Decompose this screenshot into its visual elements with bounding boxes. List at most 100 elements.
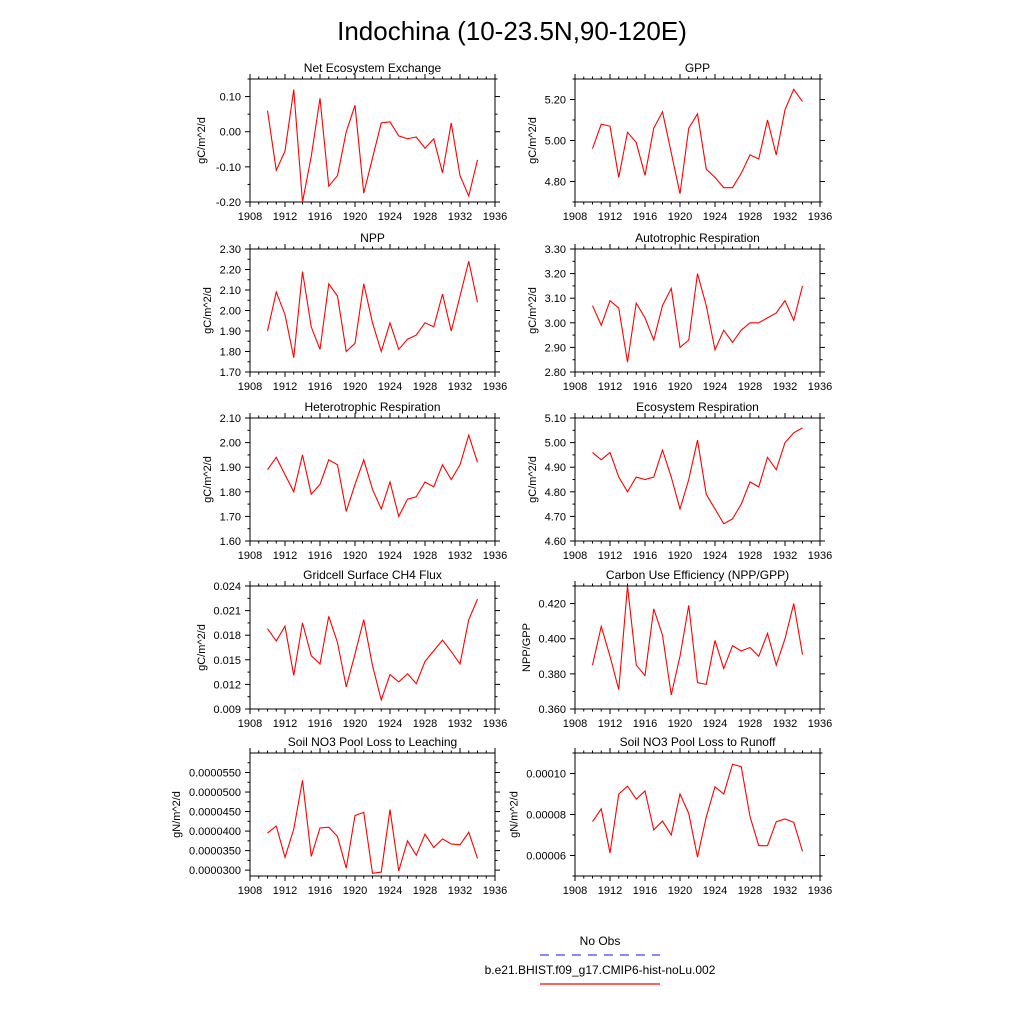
y-axis-label: gC/m^2/d xyxy=(527,287,539,334)
panel-title: Autotrophic Respiration xyxy=(635,231,760,245)
y-tick-label: 0.00 xyxy=(220,127,241,139)
panel-title: Soil NO3 Pool Loss to Runoff xyxy=(620,735,777,749)
y-tick-label: 1.90 xyxy=(220,326,241,338)
x-tick-label: 1920 xyxy=(343,550,367,562)
x-tick-label: 1920 xyxy=(343,885,367,897)
panel-gpp: GPP 1908 1912 1916 1920 1924 1928 1932 1936 4.80 5… xyxy=(527,61,832,223)
series-line xyxy=(267,433,479,518)
plot-frame xyxy=(249,585,496,710)
x-tick-label: 1912 xyxy=(273,718,297,730)
x-tick-label: 1908 xyxy=(238,718,262,730)
x-tick-label: 1920 xyxy=(668,381,692,393)
x-tick-label: 1916 xyxy=(633,718,657,730)
y-tick-label: 0.021 xyxy=(213,606,241,618)
x-tick-label: 1932 xyxy=(448,550,472,562)
x-tick-label: 1924 xyxy=(703,381,727,393)
panel-title: GPP xyxy=(685,61,710,75)
y-tick-label: 0.0000300 xyxy=(189,865,241,877)
y-axis-label: gC/m^2/d xyxy=(202,287,214,334)
x-tick-label: 1932 xyxy=(773,885,797,897)
x-tick-label: 1936 xyxy=(808,211,832,223)
x-tick-label: 1932 xyxy=(448,885,472,897)
x-tick-label: 1920 xyxy=(668,718,692,730)
x-tick-label: 1908 xyxy=(563,211,587,223)
series-line xyxy=(592,427,803,525)
y-tick-label: 0.009 xyxy=(213,704,241,716)
x-tick-label: 1908 xyxy=(238,550,262,562)
y-tick-label: 0.012 xyxy=(213,679,241,691)
x-tick-label: 1932 xyxy=(448,211,472,223)
x-tick-label: 1936 xyxy=(808,381,832,393)
panel-net-ecosystem-exchange: Net Ecosystem Exchange 1908 1912 1916 1920 19… xyxy=(196,61,507,223)
y-tick-label: 2.00 xyxy=(220,306,241,318)
x-tick-label: 1924 xyxy=(703,211,727,223)
y-tick-label: 1.90 xyxy=(220,462,241,474)
y-tick-label: 5.00 xyxy=(545,136,566,148)
x-tick-label: 1928 xyxy=(738,718,762,730)
x-tick-label: 1928 xyxy=(413,885,437,897)
plot-frame xyxy=(249,752,496,877)
y-axis-label: gC/m^2/d xyxy=(196,624,208,671)
panel-title: Net Ecosystem Exchange xyxy=(304,61,442,75)
panel-title: Soil NO3 Pool Loss to Leaching xyxy=(288,735,457,749)
figure-title: Indochina (10-23.5N,90-120E) xyxy=(337,16,687,46)
panel-soil-no3-pool-loss-to-leaching: Soil NO3 Pool Loss to Leaching 1908 1912 19… xyxy=(171,735,507,897)
x-tick-label: 1932 xyxy=(448,381,472,393)
plot-frame xyxy=(574,417,821,542)
x-tick-label: 1928 xyxy=(738,211,762,223)
x-tick-label: 1912 xyxy=(273,211,297,223)
y-tick-label: 3.30 xyxy=(545,244,566,256)
plot-frame xyxy=(574,248,821,373)
panel-title: Carbon Use Efficiency (NPP/GPP) xyxy=(606,568,789,582)
panel-ecosystem-respiration: Ecosystem Respiration 1908 1912 1916 1920 192… xyxy=(527,400,832,562)
y-axis-label: gN/m^2/d xyxy=(509,791,521,838)
x-tick-label: 1916 xyxy=(308,718,332,730)
x-tick-label: 1916 xyxy=(633,211,657,223)
y-tick-label: 0.024 xyxy=(213,581,241,593)
x-tick-label: 1908 xyxy=(563,381,587,393)
y-tick-label: 2.20 xyxy=(220,265,241,277)
x-tick-label: 1916 xyxy=(308,550,332,562)
x-tick-label: 1920 xyxy=(343,381,367,393)
x-tick-label: 1912 xyxy=(598,550,622,562)
y-tick-label: 4.80 xyxy=(545,487,566,499)
x-tick-label: 1912 xyxy=(598,885,622,897)
y-tick-label: 2.30 xyxy=(220,244,241,256)
panel-title: Heterotrophic Respiration xyxy=(304,400,440,414)
x-tick-label: 1920 xyxy=(343,211,367,223)
y-tick-label: 0.360 xyxy=(538,704,566,716)
series-line xyxy=(266,89,479,203)
y-tick-label: -0.20 xyxy=(216,197,241,209)
y-tick-label: 4.60 xyxy=(545,536,566,548)
x-tick-label: 1924 xyxy=(703,718,727,730)
panel-title: NPP xyxy=(360,231,385,245)
x-tick-label: 1932 xyxy=(773,211,797,223)
x-tick-label: 1924 xyxy=(703,885,727,897)
x-tick-label: 1912 xyxy=(273,550,297,562)
panel-title: Ecosystem Respiration xyxy=(636,400,759,414)
y-tick-label: 3.00 xyxy=(545,318,566,330)
x-tick-label: 1932 xyxy=(448,718,472,730)
y-tick-label: 3.20 xyxy=(545,269,566,281)
y-tick-label: 2.80 xyxy=(545,367,566,379)
x-tick-label: 1928 xyxy=(738,381,762,393)
x-tick-label: 1928 xyxy=(413,211,437,223)
x-tick-label: 1936 xyxy=(483,885,507,897)
x-tick-label: 1908 xyxy=(238,885,262,897)
x-tick-label: 1908 xyxy=(238,381,262,393)
x-tick-label: 1908 xyxy=(563,885,587,897)
y-tick-label: 0.018 xyxy=(213,630,241,642)
y-tick-label: 2.90 xyxy=(545,342,566,354)
y-tick-label: 0.0000400 xyxy=(189,826,241,838)
x-tick-label: 1924 xyxy=(378,550,402,562)
y-tick-label: -0.10 xyxy=(216,162,241,174)
plot-frame xyxy=(574,752,821,877)
x-tick-label: 1936 xyxy=(483,718,507,730)
y-tick-label: 5.10 xyxy=(545,413,566,425)
x-tick-label: 1920 xyxy=(668,550,692,562)
y-tick-label: 0.10 xyxy=(220,92,241,104)
series-line xyxy=(591,88,803,194)
x-tick-label: 1912 xyxy=(598,718,622,730)
x-tick-label: 1908 xyxy=(563,550,587,562)
